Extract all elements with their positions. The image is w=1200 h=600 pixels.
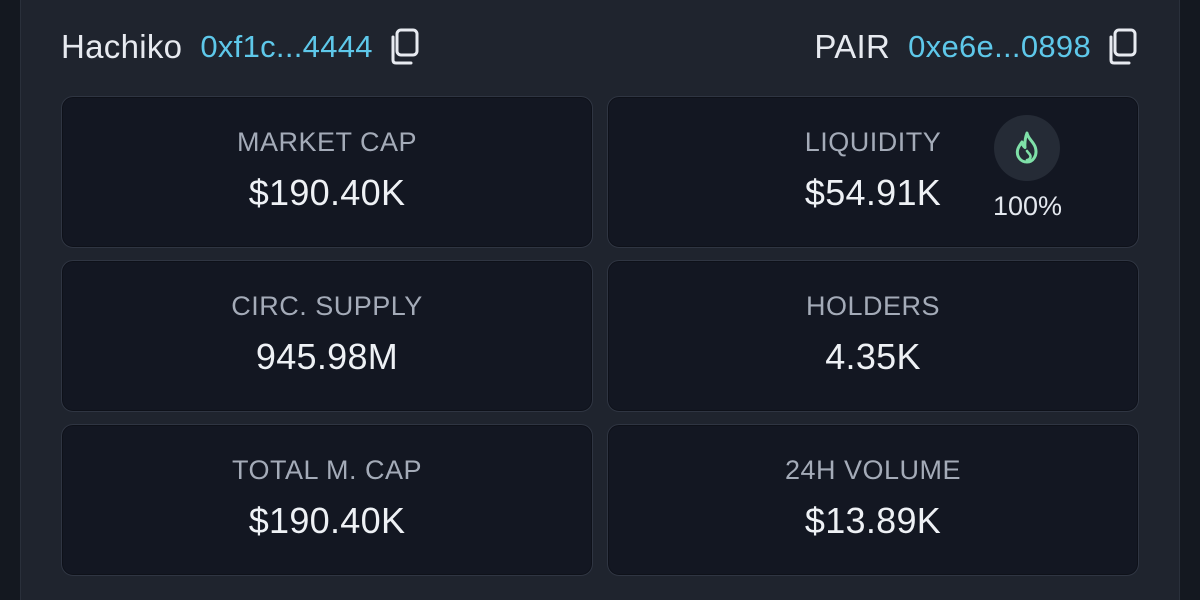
- token-header: Hachiko 0xf1c...4444 PAIR 0xe6e...0898: [61, 22, 1139, 72]
- flame-badge: [994, 115, 1061, 181]
- stat-value: $13.89K: [804, 499, 942, 541]
- stat-card-liquidity: LIQUIDITY $54.91K 100%: [607, 96, 1139, 248]
- stat-card-total-mcap: TOTAL M. CAP $190.40K: [61, 424, 593, 576]
- liquidity-burn-indicator[interactable]: 100%: [993, 115, 1062, 222]
- stat-label: HOLDERS: [805, 290, 941, 321]
- stat-card-circ-supply: CIRC. SUPPLY 945.98M: [61, 260, 593, 412]
- stat-value: $54.91K: [804, 171, 942, 213]
- liquidity-burned-percent: 100%: [992, 191, 1062, 221]
- copy-token-address-button[interactable]: [387, 28, 421, 66]
- stat-value: $190.40K: [248, 499, 406, 541]
- stats-grid: MARKET CAP $190.40K LIQUIDITY $54.91K 10…: [61, 96, 1139, 576]
- pair-label: PAIR: [814, 28, 891, 65]
- stat-value: 4.35K: [825, 335, 921, 377]
- token-name: Hachiko: [61, 28, 183, 65]
- flame-icon: [1016, 131, 1038, 164]
- stat-label: 24H VOLUME: [784, 454, 962, 485]
- copy-icon: [1109, 28, 1137, 65]
- token-info-panel: Hachiko 0xf1c...4444 PAIR 0xe6e...0898 M: [20, 0, 1180, 600]
- pair-group: PAIR 0xe6e...0898: [814, 28, 1139, 66]
- stat-card-24h-volume: 24H VOLUME $13.89K: [607, 424, 1139, 576]
- stat-label: MARKET CAP: [236, 126, 418, 157]
- stat-card-holders: HOLDERS 4.35K: [607, 260, 1139, 412]
- copy-icon: [391, 28, 419, 65]
- stat-value: $190.40K: [248, 171, 406, 213]
- stat-label: TOTAL M. CAP: [231, 454, 423, 485]
- stat-card-market-cap: MARKET CAP $190.40K: [61, 96, 593, 248]
- pair-address-link[interactable]: 0xe6e...0898: [908, 29, 1091, 64]
- stat-label: LIQUIDITY: [804, 126, 942, 157]
- stat-label: CIRC. SUPPLY: [231, 290, 423, 321]
- token-address-link[interactable]: 0xf1c...4444: [200, 29, 373, 64]
- token-group: Hachiko 0xf1c...4444: [61, 28, 421, 66]
- stat-value: 945.98M: [255, 335, 399, 377]
- copy-pair-address-button[interactable]: [1105, 28, 1139, 66]
